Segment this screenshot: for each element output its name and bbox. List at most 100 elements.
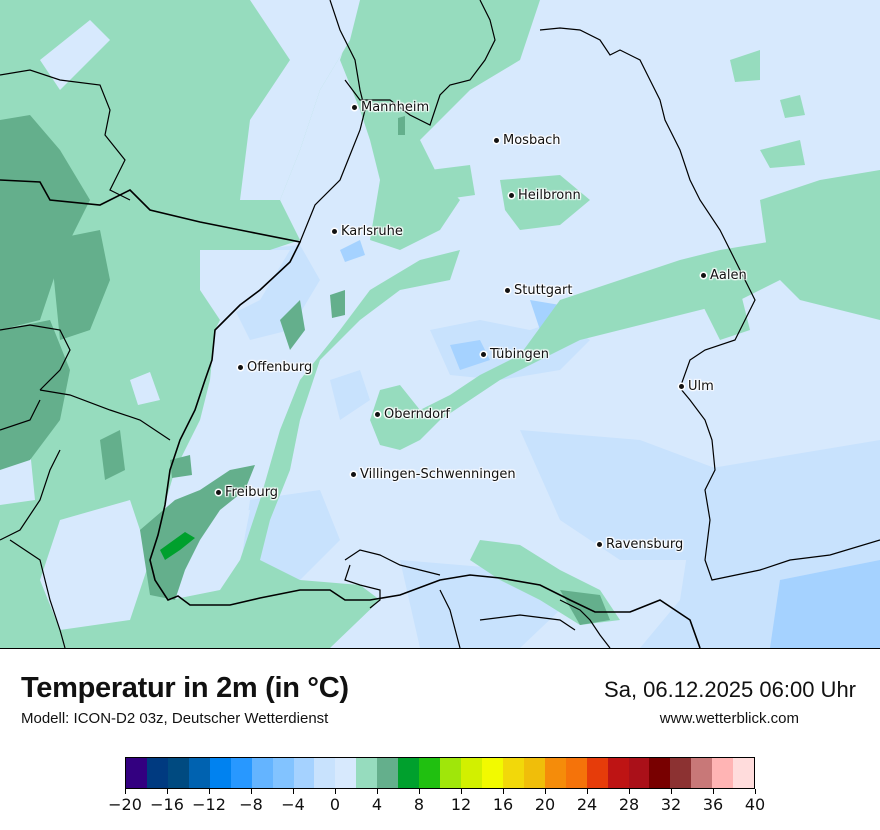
colorbar-segment: [712, 758, 734, 788]
city-label: Offenburg: [238, 360, 312, 375]
city-dot-icon: [701, 273, 706, 278]
colorbar-segment: [167, 758, 189, 788]
temperature-colorbar: [125, 757, 755, 789]
colorbar-tick-label: 20: [534, 795, 556, 814]
colorbar-tick-label: 16: [492, 795, 514, 814]
colorbar-tick-label: 0: [329, 795, 341, 814]
colorbar-segment: [523, 758, 545, 788]
colorbar-tick-label: 4: [371, 795, 383, 814]
colorbar-segment: [272, 758, 294, 788]
colorbar-tick: [628, 789, 630, 794]
city-dot-icon: [597, 542, 602, 547]
colorbar-segment: [691, 758, 713, 788]
colorbar-tick-label: 36: [702, 795, 724, 814]
colorbar-segment: [314, 758, 336, 788]
mild-zones: [0, 0, 880, 648]
city-name: Stuttgart: [514, 283, 573, 298]
borders: [0, 0, 880, 648]
colorbar-segment: [293, 758, 315, 788]
city-dot-icon: [332, 229, 337, 234]
colorbar-segment: [398, 758, 420, 788]
colorbar-tick: [418, 789, 420, 794]
city-label: Tübingen: [481, 347, 549, 362]
colorbar-tick: [334, 789, 336, 794]
colorbar-tick: [586, 789, 588, 794]
colorbar-ticks: −20 −16 −12 −8 −4 0 4 8 12 16 20 24 28 32 36 40: [108, 789, 765, 819]
city-dot-icon: [505, 288, 510, 293]
city-name: Freiburg: [225, 485, 279, 500]
colorbar-segment: [481, 758, 503, 788]
city-name: Villingen-Schwenningen: [360, 467, 516, 482]
colorbar-tick-label: 28: [618, 795, 640, 814]
city-name: Offenburg: [247, 360, 313, 375]
city-label: Mosbach: [494, 133, 561, 148]
colorbar-tick: [376, 789, 378, 794]
city-label: Stuttgart: [505, 283, 572, 298]
temperature-map[interactable]: Mannheim Mosbach Heilbronn Karlsruhe Stuttga…: [0, 0, 880, 649]
colorbar-segment: [335, 758, 357, 788]
colorbar-segment: [209, 758, 231, 788]
colorbar-segment: [649, 758, 671, 788]
colorbar-tick-label: 12: [450, 795, 472, 814]
colorbar-tick: [712, 789, 714, 794]
colorbar-tick-label: −8: [239, 795, 263, 814]
city-dot-icon: [481, 352, 486, 357]
city-label: Mannheim: [352, 100, 429, 115]
colorbar-segment: [565, 758, 587, 788]
city-dot-icon: [352, 105, 357, 110]
city-label: Oberndorf: [375, 407, 450, 422]
city-name: Aalen: [710, 268, 747, 283]
colorbar-tick: [292, 789, 294, 794]
city-name: Oberndorf: [384, 407, 450, 422]
colorbar-tick: [166, 789, 168, 794]
colorbar-tick: [250, 789, 252, 794]
city-dot-icon: [509, 193, 514, 198]
city-label: Heilbronn: [509, 188, 581, 203]
model-info: Modell: ICON-D2 03z, Deutscher Wetterdie…: [21, 710, 329, 727]
colorbar-segment: [670, 758, 692, 788]
colorbar-tick-label: 32: [660, 795, 682, 814]
colorbar-segment: [230, 758, 252, 788]
city-name: Karlsruhe: [341, 224, 403, 239]
cool-holes: [0, 0, 360, 630]
warmest-zone: [160, 532, 195, 560]
colorbar-segment: [440, 758, 461, 788]
colorbar-segment: [502, 758, 524, 788]
colorbar-segment: [188, 758, 210, 788]
map-title: Temperatur in 2m (in °C): [21, 672, 349, 704]
colorbar-tick-label: 40: [744, 795, 766, 814]
city-dot-icon: [351, 472, 356, 477]
city-label: Aalen: [701, 268, 747, 283]
city-name: Mosbach: [503, 133, 561, 148]
colorbar-tick-label: −12: [192, 795, 226, 814]
colorbar-tick: [208, 789, 210, 794]
colorbar-tick: [754, 789, 756, 794]
colorbar-segment: [419, 758, 441, 788]
colorbar-tick: [124, 789, 126, 794]
city-dot-icon: [679, 384, 684, 389]
colorbar-segment: [356, 758, 378, 788]
colorbar-segment: [461, 758, 482, 788]
city-dot-icon: [238, 365, 243, 370]
colorbar-segment: [251, 758, 273, 788]
city-name: Mannheim: [361, 100, 430, 115]
website-link[interactable]: www.wetterblick.com: [659, 710, 799, 727]
city-label: Ulm: [679, 379, 714, 394]
city-name: Heilbronn: [518, 188, 581, 203]
colorbar-segment: [628, 758, 650, 788]
city-dot-icon: [494, 138, 499, 143]
colorbar-segment: [607, 758, 629, 788]
map-footer: [0, 649, 880, 830]
city-label: Karlsruhe: [332, 224, 403, 239]
colorbar-segment: [146, 758, 168, 788]
colorbar-tick-label: 8: [413, 795, 425, 814]
colorbar-segment: [377, 758, 399, 788]
city-dot-icon: [216, 490, 221, 495]
city-name: Ravensburg: [606, 537, 684, 552]
colorbar-segment: [544, 758, 566, 788]
city-label: Villingen-Schwenningen: [351, 467, 516, 482]
colorbar-segment: [733, 758, 755, 788]
colorbar-segment: [126, 758, 147, 788]
city-label: Ravensburg: [597, 537, 683, 552]
warmer-zones: [0, 115, 610, 625]
